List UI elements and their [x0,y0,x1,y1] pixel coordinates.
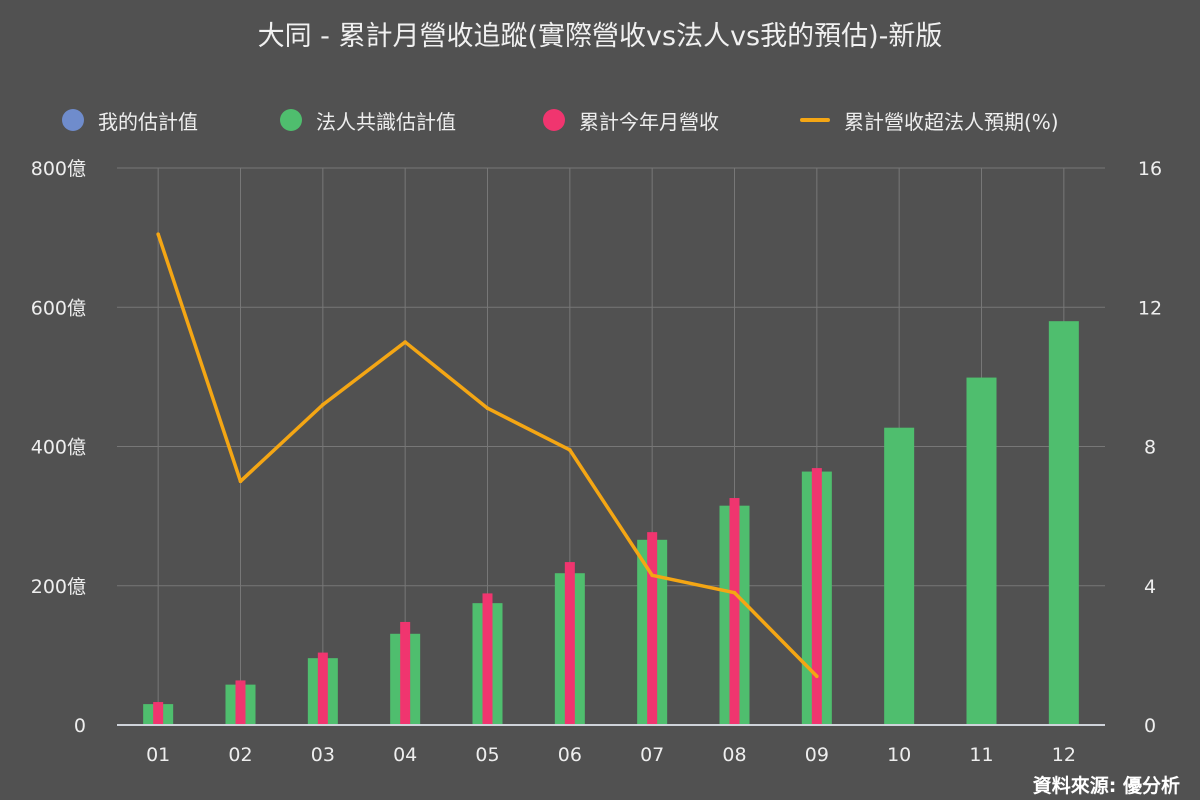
line-point-05 [485,406,490,411]
bar-consensus-12 [1048,321,1079,725]
bar-actual-05 [482,593,493,725]
line-point-09 [815,674,819,679]
line-point-02 [238,479,243,484]
bar-consensus-10 [884,427,915,725]
y-left-tick-label: 600億 [31,297,86,319]
x-tick-label: 09 [805,744,829,766]
line-point-08 [732,590,737,595]
y-left-tick-label: 0 [74,715,86,737]
x-tick-label: 07 [640,744,664,766]
y-left-tick-label: 800億 [31,158,86,180]
bar-actual-02 [235,680,246,725]
legend-label-consensus: 法人共識估計值 [316,109,456,134]
x-tick-label: 10 [887,744,911,766]
legend-label-beat-pct: 累計營收超法人預期(%) [844,109,1059,134]
y-left-tick-label: 200億 [31,576,86,598]
line-point-04 [403,340,407,344]
y-right-tick-label: 16 [1138,158,1162,180]
legend-item-consensus[interactable]: 法人共識估計值 [280,104,456,136]
bar-actual-09 [811,468,822,725]
x-tick-label: 02 [228,744,252,766]
line-point-03 [321,402,325,407]
x-tick-label: 12 [1052,744,1076,766]
legend-item-actual[interactable]: 累計今年月營收 [543,104,719,136]
x-tick-label: 01 [146,744,170,766]
x-tick-label: 05 [475,744,499,766]
legend: 我的估計值 法人共識估計值 累計今年月營收 累計營收超法人預期(%) [0,104,1200,136]
legend-item-beat-pct[interactable]: 累計營收超法人預期(%) [800,104,1059,136]
bar-actual-03 [317,652,328,725]
x-tick-label: 08 [722,744,746,766]
y-right-tick-label: 4 [1144,576,1156,598]
bar-actual-06 [564,562,575,725]
line-point-06 [568,448,572,452]
y-left-tick-label: 400億 [31,437,86,459]
legend-swatch-beat-pct [800,118,830,122]
x-tick-label: 06 [558,744,582,766]
bar-actual-08 [729,498,740,725]
bar-actual-04 [400,621,411,725]
source-note: 資料來源: 優分析 [1032,775,1180,797]
y-right-tick-label: 12 [1138,297,1162,319]
legend-swatch-consensus [280,109,302,131]
line-point-07 [650,573,654,578]
bar-actual-07 [647,532,658,725]
x-tick-label: 04 [393,744,417,766]
legend-label-actual: 累計今年月營收 [579,109,719,134]
y-right-tick-label: 8 [1144,437,1156,459]
legend-swatch-my-estimate [62,109,84,131]
x-tick-label: 11 [969,744,993,766]
bar-consensus-11 [966,377,997,725]
bar-actual-01 [153,702,164,725]
line-point-01 [156,232,160,236]
legend-swatch-actual [543,109,565,131]
x-tick-label: 03 [311,744,335,766]
legend-label-my-estimate: 我的估計值 [98,109,198,134]
chart-title: 大同 - 累計月營收追蹤(實際營收vs法人vs我的預估)-新版 [257,21,943,52]
y-right-tick-label: 0 [1144,715,1156,737]
legend-item-my-estimate[interactable]: 我的估計值 [62,104,198,136]
